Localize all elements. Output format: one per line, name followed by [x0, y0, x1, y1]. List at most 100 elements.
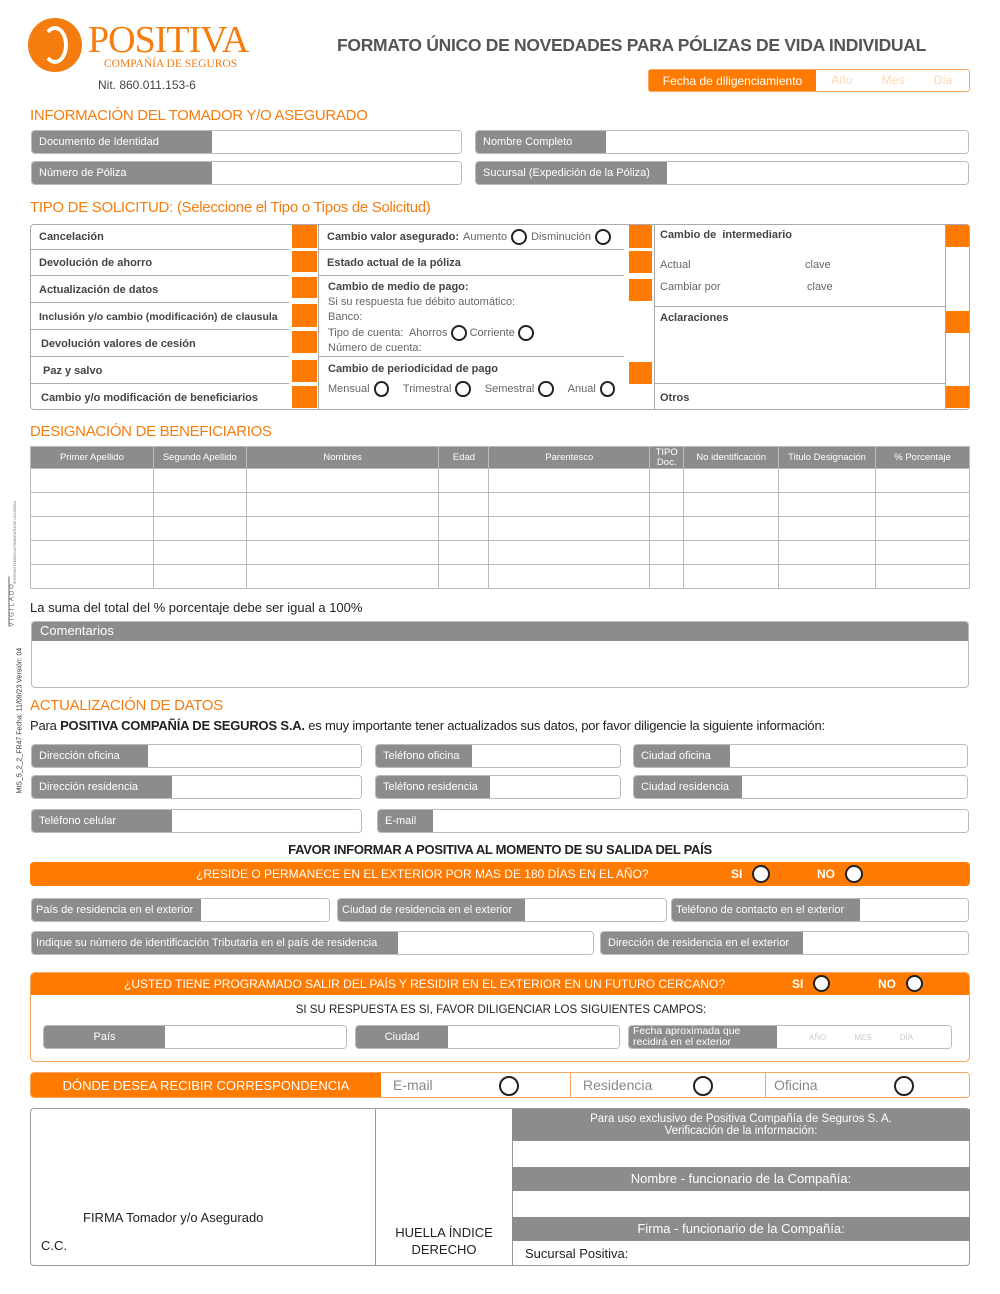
checkbox-medio-pago[interactable]: [629, 279, 652, 301]
checkbox-cambio-valor[interactable]: [629, 225, 652, 248]
direccion-oficina-field[interactable]: Dirección oficina: [31, 744, 362, 768]
radio-reside-si[interactable]: [752, 865, 770, 883]
table-cell[interactable]: [488, 468, 651, 493]
checkbox-beneficiarios[interactable]: [292, 386, 317, 408]
radio-reside-no[interactable]: [845, 865, 863, 883]
opt-cancelacion[interactable]: Cancelación: [31, 225, 289, 250]
checkbox-actualizacion[interactable]: [292, 277, 317, 298]
opt-estado-poliza[interactable]: Estado actual de la póliza: [319, 251, 624, 276]
table-cell[interactable]: [649, 564, 685, 589]
table-cell[interactable]: [245, 492, 440, 517]
opt-cambio-beneficiarios[interactable]: Cambio y/o modificación de beneficiarios: [41, 391, 258, 404]
correspondencia-email[interactable]: E-mail: [381, 1073, 571, 1097]
table-cell[interactable]: [778, 540, 877, 565]
comentarios-box[interactable]: Comentarios: [31, 621, 969, 688]
radio-futuro-no[interactable]: [906, 975, 923, 992]
table-cell[interactable]: [30, 564, 154, 589]
mes-field[interactable]: Mes: [881, 73, 905, 87]
ciudad-residencia-field[interactable]: Ciudad residencia: [633, 775, 968, 799]
checkbox-otros[interactable]: [946, 386, 969, 408]
checkbox-periodicidad[interactable]: [629, 362, 652, 384]
checkbox-devolucion-ahorro[interactable]: [292, 251, 317, 272]
radio-corriente[interactable]: [517, 325, 534, 341]
futuro-fecha-field[interactable]: Fecha aproximada que recidirá en el exte…: [628, 1025, 952, 1049]
radio-ahorros[interactable]: [450, 325, 467, 341]
table-cell[interactable]: [778, 468, 877, 493]
pais-residencia-field[interactable]: País de residencia en el exterior: [31, 898, 330, 922]
otros[interactable]: Otros: [660, 391, 690, 404]
checkbox-aclaraciones[interactable]: [946, 311, 969, 333]
table-cell[interactable]: [778, 492, 877, 517]
table-cell[interactable]: [438, 516, 490, 541]
documento-field[interactable]: Documento de Identidad: [31, 130, 462, 154]
cambio-intermediario[interactable]: Cambio de intermediario Actual clave Cam…: [655, 225, 945, 307]
table-cell[interactable]: [152, 492, 247, 517]
table-cell[interactable]: [30, 516, 154, 541]
radio-semestral[interactable]: [538, 381, 554, 397]
poliza-field[interactable]: Número de Póliza: [31, 161, 462, 185]
firma-tomador-label[interactable]: FIRMA Tomador y/o Asegurado: [83, 1210, 264, 1225]
table-cell[interactable]: [649, 468, 685, 493]
table-cell[interactable]: [30, 468, 154, 493]
table-cell[interactable]: [438, 540, 490, 565]
checkbox-inclusion[interactable]: [292, 304, 317, 327]
email-field[interactable]: E-mail: [377, 809, 969, 833]
opt-devolucion-cesion[interactable]: Devolución valores de cesión: [31, 331, 289, 357]
correspondencia-oficina[interactable]: Oficina: [766, 1073, 969, 1097]
telefono-celular-field[interactable]: Teléfono celular: [31, 809, 362, 833]
checkbox-estado[interactable]: [629, 251, 652, 273]
table-cell[interactable]: [488, 516, 651, 541]
telefono-residencia-field[interactable]: Teléfono residencia: [375, 775, 621, 799]
checkbox-intermediario[interactable]: [946, 225, 969, 247]
telefono-exterior-field[interactable]: Teléfono de contacto en el exterior: [671, 898, 969, 922]
radio-mensual[interactable]: [373, 381, 389, 397]
direccion-residencia-field[interactable]: Dirección residencia: [31, 775, 362, 799]
table-cell[interactable]: [438, 564, 490, 589]
table-cell[interactable]: [245, 468, 440, 493]
table-cell[interactable]: [875, 540, 970, 565]
futuro-pais-field[interactable]: País: [43, 1025, 347, 1049]
direccion-exterior-field[interactable]: Dirección de residencia en el exterior: [600, 931, 969, 955]
table-cell[interactable]: [488, 540, 651, 565]
sucursal-field[interactable]: Sucursal (Expedición de la Póliza): [475, 161, 969, 185]
table-cell[interactable]: [683, 468, 780, 493]
table-cell[interactable]: [30, 540, 154, 565]
checkbox-cancelacion[interactable]: [292, 225, 317, 248]
table-cell[interactable]: [778, 516, 877, 541]
opt-devolucion-ahorro[interactable]: Devolución de ahorro: [31, 251, 289, 276]
radio-futuro-si[interactable]: [813, 975, 830, 992]
table-cell[interactable]: [875, 564, 970, 589]
table-cell[interactable]: [245, 540, 440, 565]
radio-aumento[interactable]: [511, 229, 528, 245]
table-cell[interactable]: [488, 492, 651, 517]
anio-field[interactable]: Año: [831, 73, 853, 87]
table-cell[interactable]: [683, 492, 780, 517]
table-cell[interactable]: [683, 564, 780, 589]
ciudad-residencia-exterior-field[interactable]: Ciudad de residencia en el exterior: [337, 898, 667, 922]
table-cell[interactable]: [438, 492, 490, 517]
fecha-diligenciamiento[interactable]: Fecha de diligenciamiento Año Mes Día: [648, 69, 970, 92]
table-cell[interactable]: [152, 516, 247, 541]
ciudad-oficina-field[interactable]: Ciudad oficina: [633, 744, 968, 768]
nombre-field[interactable]: Nombre Completo: [475, 130, 969, 154]
radio-trimestral[interactable]: [455, 381, 471, 397]
checkbox-cesion[interactable]: [292, 331, 317, 353]
table-cell[interactable]: [488, 564, 651, 589]
table-cell[interactable]: [683, 540, 780, 565]
radio-disminucion[interactable]: [595, 229, 611, 245]
table-cell[interactable]: [152, 468, 247, 493]
correspondencia-residencia[interactable]: Residencia: [571, 1073, 766, 1097]
opt-paz-salvo[interactable]: Paz y salvo: [31, 358, 289, 384]
table-cell[interactable]: [683, 516, 780, 541]
dia-field[interactable]: Día: [933, 73, 953, 87]
table-cell[interactable]: [875, 492, 970, 517]
table-cell[interactable]: [649, 540, 685, 565]
table-cell[interactable]: [875, 468, 970, 493]
identificacion-tributaria-field[interactable]: Indique su número de identificación Trib…: [31, 931, 594, 955]
table-cell[interactable]: [649, 492, 685, 517]
radio-anual[interactable]: [599, 381, 615, 397]
table-cell[interactable]: [778, 564, 877, 589]
table-cell[interactable]: [875, 516, 970, 541]
futuro-ciudad-field[interactable]: Ciudad: [355, 1025, 620, 1049]
table-cell[interactable]: [438, 468, 490, 493]
